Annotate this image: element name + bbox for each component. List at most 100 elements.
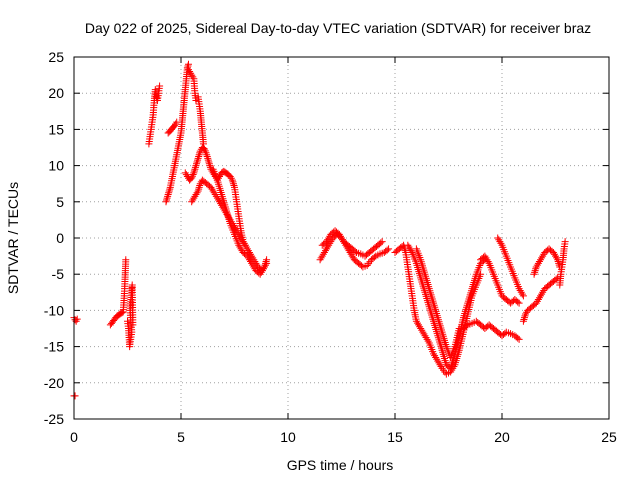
data-point — [195, 151, 203, 159]
data-point — [213, 194, 221, 202]
data-point — [259, 265, 267, 273]
data-point — [204, 156, 212, 164]
data-point — [495, 236, 503, 244]
data-point — [531, 267, 539, 275]
series-seg-n — [318, 227, 386, 260]
data-point — [534, 259, 542, 267]
data-point — [522, 310, 530, 318]
series-seg-v — [530, 245, 564, 278]
data-point — [212, 192, 220, 200]
data-point — [191, 163, 199, 171]
data-point — [207, 183, 215, 191]
data-point — [190, 169, 198, 177]
data-point — [258, 267, 266, 275]
data-point — [188, 198, 196, 206]
data-point — [165, 187, 173, 195]
data-point — [514, 334, 522, 342]
data-point — [240, 239, 248, 247]
data-point — [521, 312, 529, 320]
data-point — [346, 248, 354, 256]
data-point — [520, 314, 528, 322]
data-point — [417, 325, 425, 332]
data-point — [422, 334, 430, 342]
data-point — [418, 326, 426, 334]
data-point — [415, 321, 423, 329]
series-seg-c — [106, 256, 130, 329]
data-point — [241, 241, 249, 249]
data-point — [351, 247, 359, 255]
x-tick-label: 10 — [280, 429, 296, 445]
data-point — [407, 247, 415, 255]
data-point — [404, 241, 412, 249]
data-point — [153, 95, 161, 103]
data-point — [129, 321, 137, 329]
data-point — [190, 194, 198, 202]
y-tick-label: -15 — [44, 339, 64, 355]
data-point — [256, 270, 264, 278]
data-point — [515, 335, 523, 343]
data-point — [325, 241, 333, 249]
data-point — [555, 259, 563, 267]
data-point — [247, 258, 255, 266]
x-tick-label: 20 — [494, 429, 510, 445]
y-tick-label: -5 — [52, 266, 65, 282]
data-point — [203, 151, 211, 159]
data-point — [237, 234, 245, 242]
data-point — [319, 250, 327, 258]
data-point — [243, 252, 251, 260]
data-point — [193, 189, 201, 197]
series-seg-t — [494, 234, 527, 300]
data-point — [164, 192, 172, 200]
data-point — [516, 286, 524, 294]
data-point — [370, 253, 378, 261]
data-point — [238, 236, 246, 244]
data-point — [549, 248, 557, 256]
x-axis-label: GPS time / hours — [287, 457, 394, 473]
data-point — [316, 256, 324, 264]
data-point — [233, 227, 241, 235]
data-point — [152, 93, 160, 101]
ticks — [73, 56, 610, 420]
data-point — [515, 299, 523, 307]
data-point — [196, 182, 204, 190]
data-point — [194, 156, 202, 164]
data-point — [484, 258, 492, 266]
data-point — [537, 292, 545, 300]
series-seg-u — [519, 274, 562, 325]
data-point — [166, 185, 174, 193]
data-point — [406, 245, 414, 253]
y-tick-label: -20 — [44, 375, 64, 391]
data-point — [554, 258, 562, 266]
y-tick-label: 20 — [48, 85, 64, 101]
data-point — [250, 263, 258, 271]
data-point — [71, 392, 79, 400]
data-point — [424, 337, 432, 345]
data-point — [519, 292, 527, 300]
data-point — [401, 247, 409, 255]
data-point — [245, 248, 253, 256]
data-point — [73, 315, 81, 323]
data-point — [249, 261, 257, 269]
data-point — [434, 357, 442, 365]
data-point — [324, 236, 332, 244]
data-point — [260, 263, 268, 271]
data-point — [188, 71, 196, 79]
data-point — [494, 234, 502, 242]
data-point — [323, 238, 331, 246]
data-point — [435, 359, 443, 367]
data-point — [171, 122, 179, 130]
data-point — [186, 67, 194, 75]
data-point — [193, 158, 201, 166]
data-point — [204, 154, 212, 162]
data-point — [209, 187, 217, 195]
data-point — [348, 252, 356, 260]
data-point — [538, 290, 546, 298]
series-seg-r — [459, 317, 523, 343]
series-seg-l — [209, 165, 271, 278]
data-point — [205, 158, 213, 166]
data-point — [190, 167, 198, 175]
data-point — [518, 290, 526, 298]
data-point — [184, 62, 192, 70]
data-point — [163, 196, 171, 204]
x-tick-labels: 0 5 10 15 20 25 — [70, 429, 617, 445]
